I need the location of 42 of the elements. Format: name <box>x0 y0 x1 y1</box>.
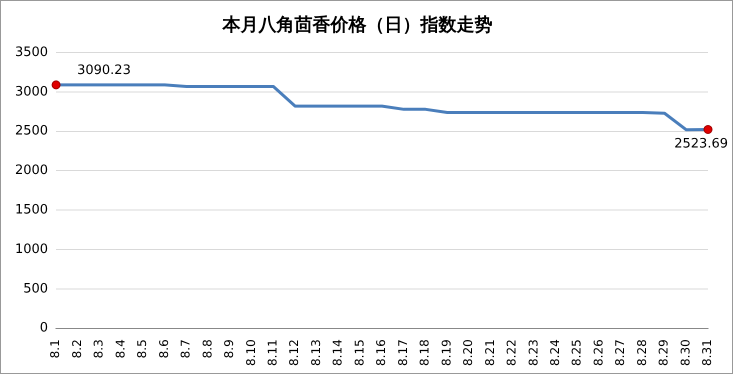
x-tick-label: 8.4 <box>113 339 128 358</box>
x-tick-label: 8.12 <box>287 339 302 366</box>
x-tick-label: 8.21 <box>482 339 497 366</box>
y-tick-label: 500 <box>23 281 48 296</box>
x-tick-label: 8.23 <box>526 339 540 366</box>
data-label: 3090.23 <box>77 62 131 78</box>
x-tick-label: 8.10 <box>244 339 258 366</box>
x-tick-label: 8.2 <box>70 339 84 358</box>
y-tick-label: 3500 <box>14 44 48 60</box>
x-tick-label: 8.31 <box>700 339 714 366</box>
x-tick-label: 8.6 <box>156 339 171 358</box>
x-tick-label: 8.30 <box>678 339 692 366</box>
y-tick-label: 1500 <box>14 202 48 218</box>
x-tick-label: 8.8 <box>200 339 214 358</box>
y-tick-label: 0 <box>40 320 48 336</box>
x-tick-label: 8.17 <box>396 339 410 366</box>
y-tick-label: 3000 <box>14 84 48 100</box>
x-tick-label: 8.9 <box>222 339 236 358</box>
y-tick-label: 2000 <box>14 163 48 178</box>
x-tick-label: 8.3 <box>92 339 106 358</box>
x-tick-label: 8.27 <box>613 339 628 366</box>
x-tick-label: 8.14 <box>330 339 345 366</box>
x-tick-label: 8.7 <box>178 339 193 358</box>
y-tick-label: 2500 <box>14 124 48 139</box>
x-tick-label: 8.24 <box>548 339 562 366</box>
x-tick-label: 8.16 <box>374 339 388 366</box>
x-tick-label: 8.13 <box>308 339 323 366</box>
y-tick-label: 1000 <box>14 242 48 257</box>
x-tick-label: 8.11 <box>266 339 280 366</box>
chart-title: 本月八角茴香价格（日）指数走势 <box>222 14 492 36</box>
x-tick-label: 8.26 <box>591 339 606 366</box>
x-tick-label: 8.20 <box>461 339 476 366</box>
x-tick-label: 8.18 <box>418 339 432 366</box>
x-tick-label: 8.15 <box>352 339 366 366</box>
x-tick-label: 8.1 <box>48 339 62 358</box>
x-tick-label: 8.5 <box>135 339 150 358</box>
x-tick-label: 8.22 <box>504 339 519 366</box>
x-tick-label: 8.19 <box>439 339 454 366</box>
x-tick-label: 8.28 <box>634 339 649 366</box>
x-tick-label: 8.25 <box>570 339 584 366</box>
x-tick-label: 8.29 <box>656 339 671 366</box>
data-label: 2523.69 <box>674 136 728 152</box>
